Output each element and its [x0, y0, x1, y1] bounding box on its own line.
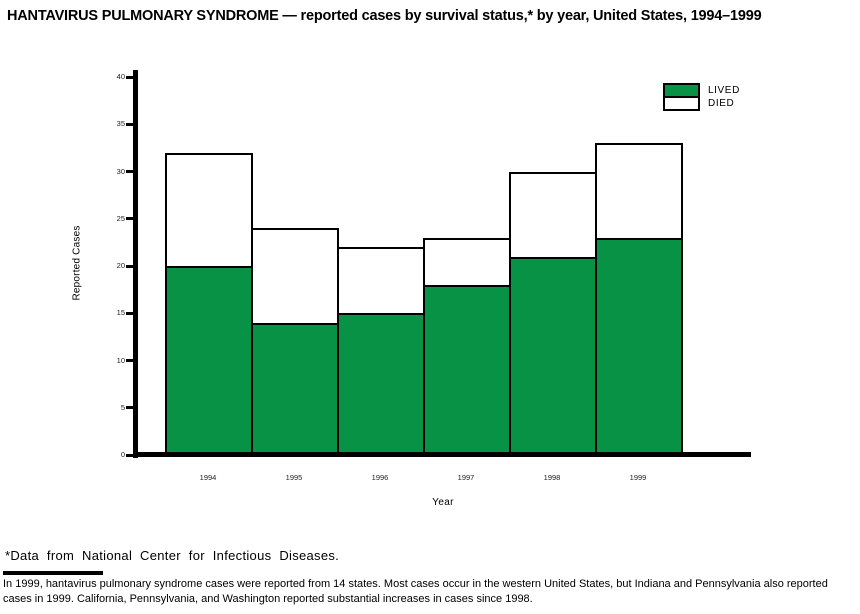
- bar-segment-lived-1999: [597, 237, 681, 453]
- x-axis-line: [133, 452, 751, 457]
- x-category-label-1994: 1994: [199, 473, 217, 482]
- legend-label-died: DIED: [708, 98, 735, 109]
- bar-1996: [337, 247, 425, 455]
- bar-segment-lived-1995: [253, 322, 337, 453]
- bar-segment-lived-1998: [511, 256, 595, 453]
- y-tick-label-35: 35: [116, 119, 125, 129]
- x-category-label-1996: 1996: [371, 473, 389, 482]
- y-axis-title: Reported Cases: [71, 225, 83, 301]
- y-tick-35: [126, 122, 133, 126]
- y-tick-25: [126, 217, 133, 221]
- y-tick-label-25: 25: [116, 213, 125, 223]
- y-tick-label-40: 40: [116, 72, 125, 81]
- y-tick-label-0: 0: [120, 450, 125, 459]
- bar-1999: [595, 143, 683, 455]
- bar-1997: [423, 237, 511, 455]
- x-axis-title: Year: [432, 497, 454, 508]
- y-tick-30: [126, 170, 133, 173]
- y-tick-10: [126, 359, 133, 362]
- footnote-data-source: *Data from National Center for Infectiou…: [5, 548, 340, 563]
- bar-1995: [251, 228, 339, 455]
- x-category-label-1999: 1999: [629, 473, 647, 482]
- y-tick-label-20: 20: [116, 261, 125, 270]
- legend-swatch-died: [663, 96, 700, 111]
- x-category-label-1995: 1995: [285, 473, 303, 482]
- bar-segment-lived-1996: [339, 313, 423, 453]
- y-axis-line: [133, 70, 138, 458]
- x-category-label-1998: 1998: [543, 473, 561, 482]
- x-category-label-1997: 1997: [457, 473, 475, 482]
- y-tick-0: [126, 453, 133, 457]
- legend-label-lived: LIVED: [708, 85, 740, 96]
- y-tick-20: [126, 264, 133, 268]
- footnote-description: In 1999, hantavirus pulmonary syndrome c…: [3, 578, 828, 605]
- bar-1998: [509, 171, 597, 455]
- y-tick-label-30: 30: [116, 166, 125, 176]
- footnote-divider: [3, 571, 103, 575]
- y-tick-40: [126, 75, 133, 79]
- bar-segment-lived-1994: [167, 265, 251, 453]
- y-tick-label-15: 15: [116, 308, 125, 318]
- bar-1994: [165, 152, 253, 455]
- y-tick-15: [126, 311, 133, 315]
- chart-title: HANTAVIRUS PULMONARY SYNDROME — reported…: [7, 8, 762, 24]
- bar-segment-lived-1997: [425, 284, 509, 453]
- y-tick-label-5: 5: [120, 402, 125, 412]
- y-tick-5: [126, 406, 133, 410]
- y-tick-label-10: 10: [116, 355, 125, 365]
